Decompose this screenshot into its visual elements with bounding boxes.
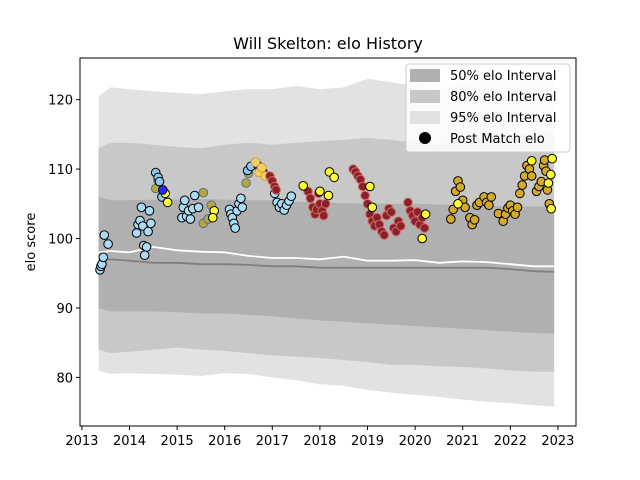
post-match-elo-point — [453, 199, 463, 209]
post-match-elo-point — [365, 181, 375, 192]
post-match-elo-point — [512, 202, 523, 213]
y-tick-label: 110 — [48, 163, 73, 178]
x-tick-label: 2019 — [351, 434, 384, 449]
post-match-elo-point — [526, 171, 537, 181]
post-match-elo-point — [329, 172, 340, 183]
legend-label-80: 80% elo Interval — [450, 90, 557, 105]
post-match-elo-point — [420, 209, 431, 219]
mean-elo-line — [98, 245, 555, 268]
post-match-elo-point — [320, 199, 331, 209]
y-axis-title: elo score — [24, 213, 39, 272]
post-match-elo-point — [386, 207, 397, 217]
post-match-elo-point — [417, 233, 428, 244]
post-match-elo-point — [315, 186, 325, 197]
plot-frame — [79, 57, 577, 427]
post-match-elo-point — [208, 212, 218, 223]
x-tick-label: 2023 — [541, 434, 574, 449]
x-tick-label: 2018 — [303, 434, 336, 449]
post-match-elo-point — [271, 185, 281, 195]
post-match-elo-point — [241, 178, 251, 188]
post-match-elo-point — [396, 221, 406, 231]
post-match-elo-point — [547, 153, 558, 164]
post-match-elo-point — [403, 197, 413, 208]
post-match-elo-point — [103, 239, 113, 249]
post-match-elo-point — [136, 202, 147, 213]
post-match-elo-point — [455, 182, 466, 192]
post-match-elo-point — [193, 202, 204, 213]
post-match-elo-point — [543, 178, 554, 188]
post-match-elo-point — [484, 200, 494, 210]
interval-bands — [98, 73, 555, 407]
legend-swatch-95 — [410, 111, 440, 124]
post-match-elo-point — [546, 203, 557, 214]
post-match-elo-point — [250, 157, 261, 167]
post-match-elo-point — [419, 223, 430, 233]
median-mean-lines — [98, 245, 555, 273]
post-match-elo-point — [446, 214, 456, 224]
post-match-elo-point — [305, 193, 316, 204]
post-match-elo-point — [379, 230, 390, 240]
post-match-elo-point — [189, 190, 200, 201]
y-tick-label: 100 — [48, 233, 73, 248]
post-match-elo-point — [486, 192, 497, 202]
post-match-elo-point — [237, 202, 248, 213]
x-axis-ticks: 2013 2014 2015 2016 2017 2018 2019 2020 2021 2022… — [65, 426, 574, 449]
post-match-elo-point — [146, 218, 156, 229]
post-match-elo-point — [185, 214, 196, 224]
post-match-elo-point — [360, 190, 370, 201]
post-match-elo-point — [230, 223, 240, 233]
post-match-elo-point — [526, 156, 537, 166]
x-tick-label: 2020 — [399, 434, 432, 449]
post-match-elo-point — [236, 193, 246, 204]
post-match-elo-point — [131, 228, 142, 238]
post-match-elo-point — [99, 230, 110, 240]
post-match-elo-point — [298, 181, 309, 191]
post-match-elo-point — [517, 180, 528, 190]
band-50-interval — [98, 196, 555, 334]
chart-title: Will Skelton: elo History — [233, 34, 423, 53]
post-match-elo-point — [515, 188, 525, 199]
post-match-elo-point — [546, 169, 556, 180]
legend-swatch-80 — [410, 90, 440, 103]
y-tick-label: 80 — [56, 371, 73, 386]
post-match-elo-point — [318, 210, 329, 221]
post-match-elo-point — [139, 250, 150, 260]
post-match-elo-point — [158, 185, 168, 195]
legend-label-post-match: Post Match elo — [450, 132, 545, 147]
x-tick-label: 2013 — [65, 434, 98, 449]
x-tick-label: 2014 — [113, 434, 146, 449]
y-tick-label: 120 — [48, 94, 73, 109]
legend: 50% elo Interval 80% elo Interval 95% el… — [405, 63, 571, 153]
x-tick-label: 2015 — [161, 434, 194, 449]
post-match-elo-point — [257, 162, 267, 173]
post-match-elo-point — [179, 195, 190, 206]
post-match-elo-point — [162, 197, 173, 208]
legend-label-50: 50% elo Interval — [450, 69, 557, 84]
legend-swatch-50 — [410, 69, 440, 82]
post-match-elo-point — [323, 190, 334, 201]
y-axis-ticks: 80 90 100 110 120 — [48, 94, 80, 386]
post-match-elo-point — [98, 252, 109, 263]
y-tick-label: 90 — [56, 302, 73, 317]
post-match-elo-point — [144, 206, 155, 216]
x-tick-label: 2017 — [256, 434, 289, 449]
post-match-elo-point — [367, 202, 378, 213]
x-tick-label: 2021 — [446, 434, 479, 449]
x-tick-label: 2016 — [208, 434, 241, 449]
median-elo-line — [98, 258, 555, 273]
post-match-elo-point — [198, 187, 209, 198]
legend-marker-post-match — [419, 132, 431, 144]
legend-label-95: 95% elo Interval — [450, 111, 557, 126]
post-match-elo-points — [95, 153, 558, 275]
legend-frame — [405, 63, 571, 153]
post-match-elo-point — [154, 176, 165, 187]
x-tick-label: 2022 — [494, 434, 527, 449]
post-match-elo-point — [286, 191, 297, 201]
post-match-elo-point — [143, 226, 153, 237]
post-match-elo-point — [469, 215, 480, 225]
post-match-elo-point — [141, 242, 152, 252]
